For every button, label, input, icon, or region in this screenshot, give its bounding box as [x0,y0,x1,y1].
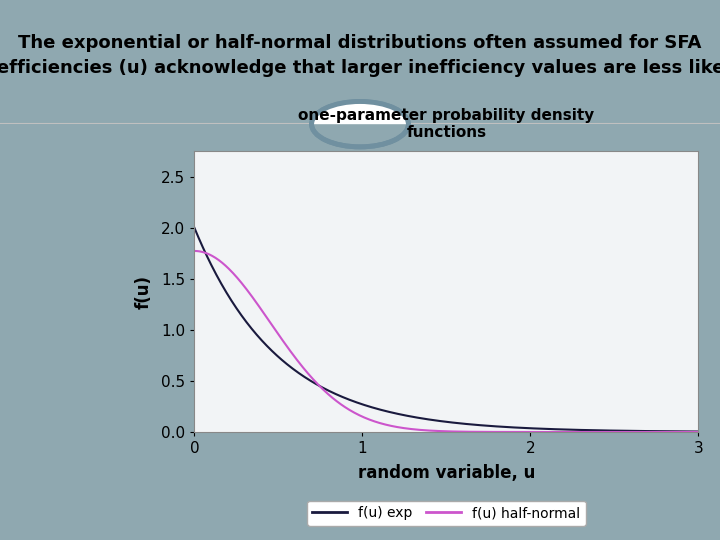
f(u) exp [190,225,199,231]
f(u) exp [694,428,703,435]
f(u) half-normal [694,429,703,435]
Circle shape [312,102,408,147]
Line: f(u) half-normal: f(u) half-normal [194,251,698,432]
Wedge shape [312,102,408,124]
f(u) half-normal [487,429,496,435]
Legend: f(u) exp, f(u) half-normal: f(u) exp, f(u) half-normal [307,501,586,526]
f(u) half-normal [279,339,288,345]
f(u) half-normal [320,387,328,394]
f(u) exp [279,358,288,365]
f(u) exp [487,423,496,429]
Line: f(u) exp: f(u) exp [194,228,698,431]
f(u) exp [418,415,427,422]
X-axis label: random variable, u: random variable, u [358,464,535,482]
f(u) exp [570,427,578,433]
f(u) exp [526,425,535,431]
f(u) half-normal [418,427,427,433]
f(u) half-normal [526,429,535,435]
Title: one-parameter probability density
functions: one-parameter probability density functi… [298,108,595,140]
f(u) half-normal [190,248,199,254]
f(u) exp [320,385,328,392]
Text: The exponential or half-normal distributions often assumed for SFA
inefficiencie: The exponential or half-normal distribut… [0,35,720,77]
f(u) half-normal [570,429,578,435]
Y-axis label: f(u): f(u) [135,275,153,308]
